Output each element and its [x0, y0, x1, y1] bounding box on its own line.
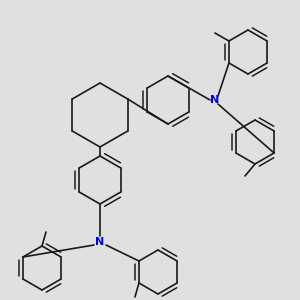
Text: N: N — [95, 237, 105, 247]
Text: N: N — [210, 95, 220, 105]
